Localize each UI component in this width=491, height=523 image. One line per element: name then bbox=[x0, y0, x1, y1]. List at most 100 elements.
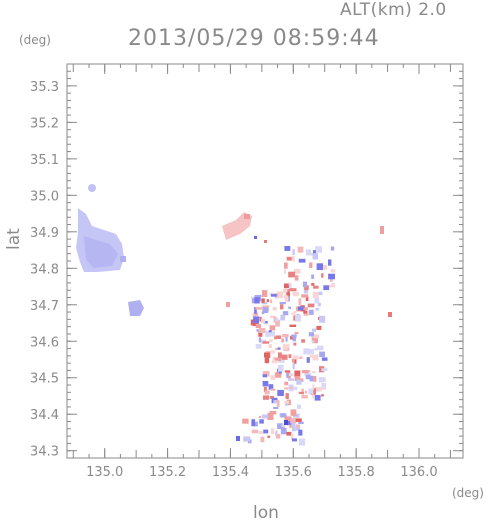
echo-cell bbox=[318, 291, 323, 296]
echo-cell bbox=[292, 249, 295, 256]
echo-cell bbox=[287, 296, 290, 302]
echo-cell bbox=[330, 246, 335, 251]
echo-cell bbox=[296, 379, 302, 385]
echo-cell bbox=[305, 249, 311, 256]
echo-cell bbox=[290, 409, 297, 416]
echo-cell bbox=[264, 240, 267, 243]
echo-cell bbox=[297, 404, 301, 409]
echo-cell bbox=[321, 394, 324, 397]
echo-cell bbox=[293, 269, 301, 274]
echo-cell bbox=[270, 388, 276, 391]
echo-cell bbox=[290, 386, 298, 390]
echo-cell bbox=[312, 354, 319, 361]
echo-cell bbox=[304, 285, 309, 291]
echo-cell bbox=[277, 364, 284, 372]
echo-cell bbox=[314, 347, 320, 351]
echo-cell bbox=[303, 287, 309, 294]
x-unit-label: (deg) bbox=[452, 486, 484, 500]
echo-cell bbox=[285, 393, 289, 399]
echo-cell bbox=[262, 341, 270, 344]
echo-cell bbox=[295, 418, 302, 422]
echo-cell bbox=[286, 372, 289, 378]
echo-cell bbox=[314, 395, 321, 401]
echo-cell bbox=[128, 300, 144, 316]
echo-cell bbox=[289, 288, 297, 292]
echo-cell bbox=[321, 265, 328, 270]
echo-cell bbox=[289, 386, 293, 389]
echo-cell bbox=[269, 331, 276, 337]
altitude-label: ALT(km) 2.0 bbox=[340, 0, 447, 20]
data-field bbox=[76, 184, 392, 446]
echo-cell bbox=[286, 373, 294, 376]
echo-cell bbox=[263, 386, 267, 393]
echo-cell bbox=[316, 263, 323, 270]
echo-cell bbox=[329, 278, 333, 282]
echo-cell bbox=[284, 416, 292, 423]
echo-cell bbox=[290, 433, 294, 440]
echo-cell bbox=[295, 315, 301, 322]
echo-cell bbox=[290, 335, 293, 340]
echo-cell bbox=[286, 431, 292, 436]
echo-cell bbox=[294, 370, 301, 378]
echo-cell bbox=[278, 352, 282, 359]
echo-cell bbox=[303, 348, 310, 355]
echo-cell bbox=[315, 386, 322, 392]
x-axis: 135.0 135.2 135.4 135.6 135.8 136.0 bbox=[72, 64, 451, 480]
echo-cell bbox=[292, 362, 295, 370]
echo-cell bbox=[297, 246, 304, 253]
echo-cell bbox=[258, 430, 264, 435]
echo-cell bbox=[315, 307, 319, 311]
echo-cell bbox=[288, 306, 291, 310]
echo-cell bbox=[302, 281, 307, 288]
echo-cell bbox=[268, 344, 273, 349]
echo-cell bbox=[312, 253, 319, 260]
echo-cell bbox=[301, 388, 304, 395]
echo-cell bbox=[293, 342, 297, 346]
echo-cell bbox=[275, 347, 278, 350]
echo-cell bbox=[264, 390, 270, 395]
echo-cell bbox=[301, 370, 309, 374]
echo-cell bbox=[292, 355, 299, 360]
echo-cell bbox=[267, 413, 274, 420]
echo-cell bbox=[312, 394, 315, 399]
echo-cell bbox=[301, 339, 305, 343]
echo-cell bbox=[242, 418, 249, 424]
echo-cell bbox=[260, 436, 265, 443]
echo-cell bbox=[276, 291, 284, 298]
echo-cluster-west-core bbox=[84, 236, 118, 268]
echo-cell bbox=[276, 400, 280, 407]
echo-cell bbox=[317, 302, 321, 307]
echo-cell bbox=[301, 294, 309, 298]
echo-cell bbox=[258, 416, 261, 419]
echo-scatter bbox=[226, 246, 392, 446]
echo-cell bbox=[264, 352, 270, 358]
echo-cell bbox=[262, 371, 270, 377]
echo-cell bbox=[274, 357, 281, 362]
echo-cell bbox=[284, 381, 289, 386]
echo-cell bbox=[280, 427, 287, 435]
echo-cell bbox=[274, 336, 277, 340]
echo-cell bbox=[243, 436, 251, 442]
echo-cell bbox=[261, 318, 266, 324]
echo-cell bbox=[321, 383, 327, 389]
echo-cell bbox=[277, 389, 284, 396]
y-tick-label: 34.9 bbox=[30, 226, 59, 241]
echo-cell bbox=[287, 292, 290, 297]
echo-cell bbox=[289, 324, 297, 327]
echo-cell bbox=[298, 421, 304, 424]
echo-cell bbox=[275, 319, 280, 327]
echo-cell bbox=[303, 310, 307, 314]
echo-cell bbox=[275, 371, 279, 377]
echo-cell bbox=[284, 387, 289, 390]
echo-cell bbox=[286, 344, 290, 348]
echo-cell bbox=[286, 256, 293, 261]
x-tick-label: 136.0 bbox=[400, 465, 437, 480]
echo-cell bbox=[288, 283, 292, 290]
echo-cell bbox=[294, 332, 299, 335]
echo-cell bbox=[251, 298, 256, 304]
echo-cell bbox=[265, 330, 270, 337]
echo-cell bbox=[309, 309, 314, 315]
y-tick-label: 34.4 bbox=[30, 408, 59, 423]
echo-cell bbox=[284, 269, 287, 274]
echo-cell bbox=[279, 302, 286, 305]
